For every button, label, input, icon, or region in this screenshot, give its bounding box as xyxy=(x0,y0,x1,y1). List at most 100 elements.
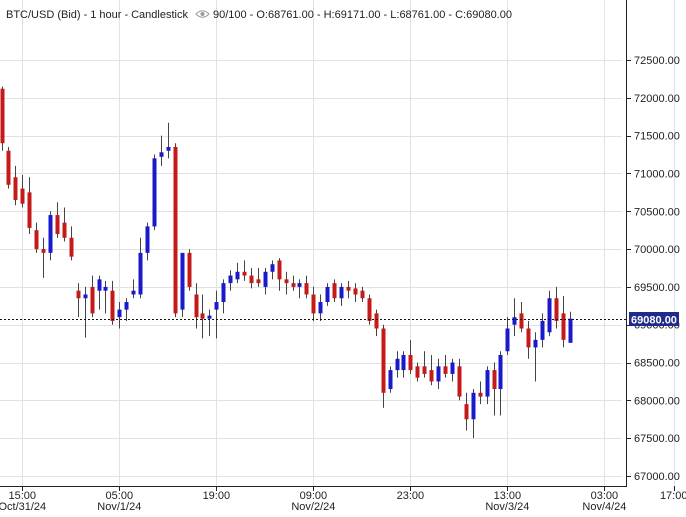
candle-body xyxy=(200,313,205,319)
candle-body xyxy=(221,283,226,303)
candle-up xyxy=(498,351,503,416)
candle-down xyxy=(519,302,524,333)
candle-up xyxy=(131,279,136,299)
candle-up xyxy=(395,351,400,378)
candle-up xyxy=(83,286,88,338)
candle-down xyxy=(443,354,448,378)
x-tick-time: 03:00 xyxy=(591,490,619,502)
candle-body xyxy=(249,275,254,284)
candle-down xyxy=(0,86,5,151)
candle-down xyxy=(526,320,531,359)
candle-down xyxy=(194,283,199,329)
candle-down xyxy=(284,271,289,295)
candle-body xyxy=(561,313,566,340)
candle-body xyxy=(360,290,365,299)
y-tick-label: 72000.00 xyxy=(634,93,680,105)
candle-body xyxy=(6,150,11,185)
candle-body xyxy=(464,404,469,420)
candle-body xyxy=(512,317,517,325)
candle-body xyxy=(69,237,74,257)
candle-body xyxy=(311,294,316,314)
candle-body xyxy=(450,362,455,374)
candle-body xyxy=(498,354,503,390)
candle-down xyxy=(374,309,379,337)
candle-up xyxy=(145,222,150,261)
candle-up xyxy=(152,154,157,231)
candle-up xyxy=(221,279,226,314)
candle-body xyxy=(145,226,150,253)
candle-up xyxy=(297,279,302,299)
candle-down xyxy=(6,146,11,189)
candle-down xyxy=(41,237,46,278)
candle-body xyxy=(395,358,400,371)
y-tick-label: 68000.00 xyxy=(634,395,680,407)
candle-body xyxy=(13,177,18,200)
candle-up xyxy=(124,298,129,321)
zoom-label: 90/100 xyxy=(212,9,247,21)
candle-body xyxy=(277,260,282,280)
candle-body xyxy=(34,230,39,250)
candle-body xyxy=(138,252,143,295)
x-tick-date: Oct/31/24 xyxy=(0,501,46,512)
candle-body xyxy=(83,294,88,299)
current-price-label: 69080.00 xyxy=(631,315,677,327)
candle-body xyxy=(526,328,531,348)
candle-body xyxy=(235,271,240,280)
y-tick-label: 67000.00 xyxy=(634,471,680,483)
candle-body xyxy=(533,339,538,348)
candle-down xyxy=(353,283,358,303)
candle-body xyxy=(48,215,53,253)
candles xyxy=(0,86,573,439)
candle-down xyxy=(304,275,309,299)
y-tick-label: 69500.00 xyxy=(634,282,680,294)
candle-body xyxy=(263,271,268,287)
candle-body xyxy=(374,313,379,329)
candle-up xyxy=(388,366,393,393)
candle-body xyxy=(367,298,372,321)
candle-body xyxy=(131,290,136,295)
candle-body xyxy=(207,315,212,319)
y-tick-label: 70500.00 xyxy=(634,206,680,218)
current-price-badge-bg xyxy=(629,312,679,326)
candle-body xyxy=(554,298,559,321)
candle-body xyxy=(291,283,296,287)
candle-body xyxy=(124,302,129,310)
candle-down xyxy=(408,339,413,374)
x-tick-time: 15:00 xyxy=(9,490,37,502)
candle-up xyxy=(471,389,476,439)
candle-down xyxy=(62,207,67,242)
candle-body xyxy=(401,354,406,371)
candle-body xyxy=(20,188,25,204)
candle-up xyxy=(450,358,455,382)
candle-body xyxy=(353,288,358,295)
interval-label: 1 hour xyxy=(90,9,122,21)
candle-body xyxy=(547,298,552,333)
candle-body xyxy=(346,286,351,291)
instrument-label: BTC/USD (Bid) xyxy=(6,9,81,21)
candle-body xyxy=(505,328,510,352)
candle-body xyxy=(90,286,95,314)
candle-body xyxy=(194,294,199,318)
candle-up xyxy=(270,260,275,280)
candle-body xyxy=(471,392,476,420)
candle-body xyxy=(429,370,434,382)
eye-icon[interactable] xyxy=(195,9,210,22)
candle-up xyxy=(117,302,122,329)
candle-body xyxy=(166,146,171,151)
candle-up xyxy=(547,290,552,337)
candle-down xyxy=(249,268,254,289)
candle-down xyxy=(242,260,247,281)
candle-body xyxy=(436,366,441,382)
candle-body xyxy=(97,279,102,291)
candle-body xyxy=(173,146,178,314)
candle-body xyxy=(443,366,448,374)
candle-down xyxy=(422,351,427,378)
candle-down xyxy=(367,294,372,325)
candle-body xyxy=(55,215,60,234)
candle-down xyxy=(76,283,81,318)
x-tick-time: 09:00 xyxy=(300,490,328,502)
current-price-badge[interactable]: 69080.00 xyxy=(629,312,679,327)
x-tick-time: 13:00 xyxy=(494,490,522,502)
